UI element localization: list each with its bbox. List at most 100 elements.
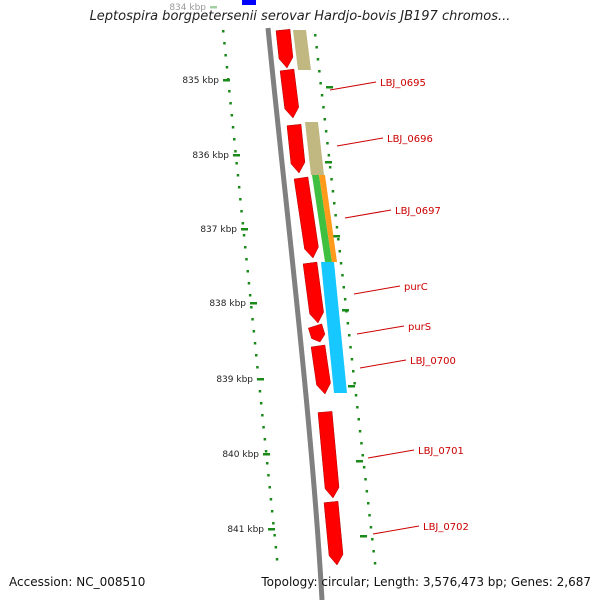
inner-dot xyxy=(250,306,253,309)
map-title: Leptospira borgpetersenii serovar Hardjo… xyxy=(89,9,511,24)
inner-dot xyxy=(270,510,274,513)
inner-dot xyxy=(241,222,245,225)
inner-dot xyxy=(258,390,262,393)
inner-dot xyxy=(274,546,278,549)
outer-dot xyxy=(319,82,322,85)
outer-dot xyxy=(320,94,324,97)
outer-dot xyxy=(316,58,320,61)
label-leader-line xyxy=(329,81,377,91)
tick-label: 838 kbp xyxy=(209,299,246,309)
tick-label: 836 kbp xyxy=(192,151,229,161)
label-leader-line xyxy=(359,359,407,369)
outer-dot xyxy=(353,382,356,385)
gene-label: LBJ_0695 xyxy=(380,78,426,89)
cog-block-khaki xyxy=(293,30,311,70)
cds-arrow xyxy=(275,29,294,69)
inner-dot xyxy=(223,42,226,45)
tick-label: 840 kbp xyxy=(222,450,259,460)
inner-dot xyxy=(268,486,271,489)
inner-dot xyxy=(230,114,234,117)
inner-dot xyxy=(253,342,257,345)
outer-dot xyxy=(334,214,337,217)
inner-dot xyxy=(267,474,270,477)
tick-label: 841 kbp xyxy=(227,525,264,535)
inner-dot xyxy=(222,30,225,33)
outer-dot xyxy=(358,430,362,433)
inner-dot xyxy=(269,498,273,501)
outer-dot xyxy=(356,406,359,409)
outer-dot xyxy=(318,70,321,73)
outer-dot xyxy=(368,514,371,517)
outer-dot xyxy=(324,130,328,133)
inner-dot xyxy=(247,282,251,285)
label-leader-line xyxy=(372,525,420,535)
outer-dot xyxy=(333,202,336,205)
outer-dot xyxy=(350,358,354,361)
gene-label: LBJ_0701 xyxy=(418,446,464,457)
inner-dot xyxy=(252,330,256,333)
inner-dot xyxy=(248,294,252,297)
inner-dot xyxy=(273,534,276,537)
inner-tick-mark xyxy=(241,228,248,231)
cds-arrow xyxy=(286,124,306,174)
outer-tick-mark xyxy=(325,161,332,164)
inner-dot xyxy=(272,522,275,525)
outer-dot xyxy=(328,166,332,169)
outer-tick-mark xyxy=(326,86,333,89)
cds-arrow xyxy=(302,261,324,324)
outer-dot xyxy=(367,502,370,505)
outer-dot xyxy=(348,334,351,337)
outer-dot xyxy=(362,466,366,469)
tick-label: 834 kbp xyxy=(169,3,206,13)
inner-tick-mark xyxy=(233,154,240,157)
outer-dot xyxy=(371,538,374,541)
outer-dot xyxy=(327,154,331,157)
inner-dot xyxy=(251,318,254,321)
inner-dot xyxy=(261,414,264,417)
inner-dot xyxy=(235,162,238,165)
inner-dot xyxy=(246,270,249,273)
outer-tick-mark xyxy=(360,535,367,538)
label-leader-line xyxy=(336,137,384,147)
outer-dot xyxy=(369,526,373,529)
inner-tick-mark xyxy=(268,528,275,531)
outer-dot xyxy=(372,550,375,553)
inner-dot xyxy=(236,174,240,177)
outer-dot xyxy=(349,346,352,349)
inner-tick-mark xyxy=(257,378,264,381)
outer-tick-mark xyxy=(356,460,363,463)
cog-block-khaki xyxy=(305,122,324,175)
outer-dot xyxy=(364,478,367,481)
tick-label: 839 kbp xyxy=(216,375,253,385)
inner-dot xyxy=(244,246,247,249)
gene-label: LBJ_0697 xyxy=(395,206,441,217)
outer-dot xyxy=(339,262,343,265)
cds-arrow xyxy=(323,501,344,566)
inner-dot xyxy=(234,150,237,153)
cds-arrow xyxy=(279,68,299,119)
inner-tick-mark xyxy=(210,6,217,9)
inner-tick-mark xyxy=(223,79,230,82)
tick-marks: 834 kbp 835 kbp 836 kbp 837 kbp 838 kbp 839 k… xyxy=(169,3,367,538)
inner-dot xyxy=(259,402,263,405)
inner-dot xyxy=(237,186,241,189)
inner-dot xyxy=(242,234,246,237)
gene-label: LBJ_0700 xyxy=(410,356,456,367)
gene-labels: LBJ_0695 LBJ_0696 LBJ_0697 purC purS LBJ_0700… xyxy=(329,78,469,535)
cog-block-cyan xyxy=(321,262,347,393)
outer-dot xyxy=(360,442,363,445)
outer-tick-mark xyxy=(333,235,340,238)
gene-label: LBJ_0702 xyxy=(423,522,469,533)
inner-dot xyxy=(262,426,265,429)
inner-dot xyxy=(229,102,232,105)
inner-dot xyxy=(245,258,248,261)
outer-dot xyxy=(331,190,335,193)
backbone-line xyxy=(265,27,325,600)
cds-arrow xyxy=(310,344,331,395)
outer-dot xyxy=(315,46,318,49)
outer-dot xyxy=(338,250,341,253)
label-leader-line xyxy=(367,449,415,459)
outer-dot xyxy=(357,418,360,421)
inner-dot xyxy=(239,198,242,201)
